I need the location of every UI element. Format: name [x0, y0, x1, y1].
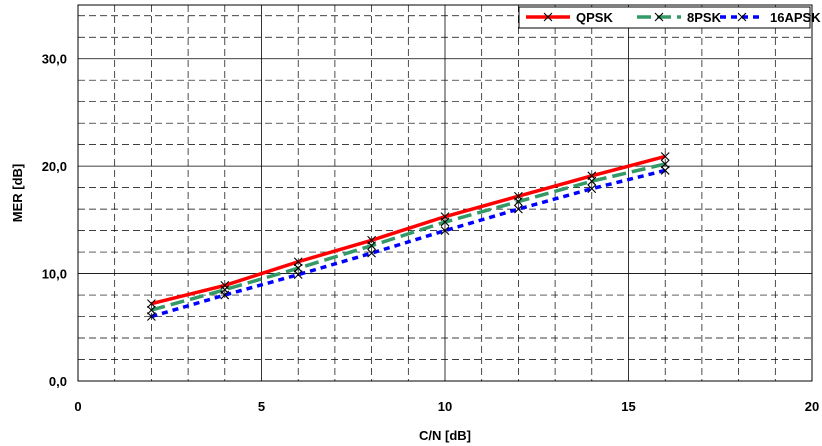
data-point-16apsk	[514, 204, 523, 214]
y-tick-label: 30,0	[42, 52, 67, 67]
legend-item-16apsk: 16APSK	[720, 10, 821, 25]
series-layer	[147, 152, 670, 321]
x-tick-labels: 0 5 10 15 20	[74, 399, 819, 414]
series-16apsk	[147, 166, 670, 321]
minor-grid	[78, 5, 812, 381]
legend-marker-8psk	[654, 12, 664, 22]
data-point-8psk	[660, 159, 670, 169]
legend-marker-16apsk	[737, 12, 747, 22]
data-point-8psk	[514, 197, 523, 206]
x-axis-title: C/N [dB]	[419, 428, 471, 443]
data-point-8psk	[293, 263, 303, 273]
data-point-16apsk	[147, 312, 156, 321]
data-point-qpsk	[147, 299, 156, 309]
legend-label-8psk: 8PSK	[687, 10, 722, 25]
x-tick-label: 5	[258, 399, 265, 414]
x-tick-label: 20	[805, 399, 819, 414]
data-point-qpsk	[293, 257, 303, 267]
data-point-8psk	[367, 241, 376, 251]
legend-item-qpsk: QPSK	[526, 10, 613, 25]
data-point-16apsk	[293, 270, 303, 280]
data-point-16apsk	[220, 290, 230, 300]
series-line-qpsk	[150, 154, 666, 306]
y-tick-label: 20,0	[42, 159, 67, 174]
data-point-16apsk	[587, 184, 597, 194]
x-tick-label: 10	[438, 399, 452, 414]
legend-marker-qpsk	[543, 12, 553, 22]
major-grid	[78, 5, 812, 381]
data-point-8psk	[147, 305, 156, 315]
legend-label-qpsk: QPSK	[576, 10, 613, 25]
data-point-8psk	[440, 217, 450, 227]
data-point-qpsk	[220, 281, 230, 290]
legend-label-16apsk: 16APSK	[770, 10, 821, 25]
legend: QPSK 8PSK 16APSK	[518, 6, 821, 29]
plot-border	[77, 4, 813, 382]
legend-item-8psk: 8PSK	[637, 10, 722, 25]
y-tick-labels: 0,0 10,0 20,0 30,0	[42, 52, 67, 389]
x-tick-label: 0	[74, 399, 81, 414]
data-point-8psk	[587, 176, 597, 186]
series-line-8psk	[150, 162, 666, 312]
series-line-16apsk	[150, 168, 666, 319]
y-tick-label: 10,0	[42, 267, 67, 282]
y-tick-label: 0,0	[49, 374, 67, 389]
data-point-16apsk	[440, 226, 450, 235]
data-point-qpsk	[660, 152, 670, 161]
data-point-16apsk	[660, 166, 670, 175]
data-point-16apsk	[367, 248, 376, 258]
y-axis-title: MER [dB]	[10, 164, 25, 223]
x-tick-label: 15	[621, 399, 635, 414]
